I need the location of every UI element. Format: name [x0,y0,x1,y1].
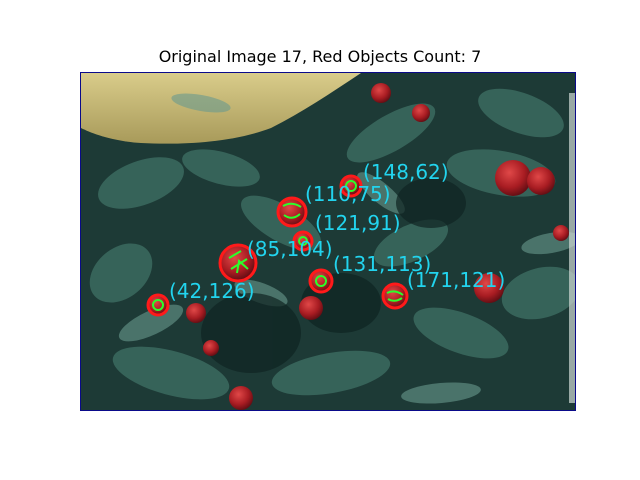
detection-contour [386,290,404,302]
detection-circle [339,174,363,198]
detection-contour [298,236,308,246]
detection-circle [146,293,170,317]
image-frame: (148,62) (110,75) (121,91) (85,104) (131… [80,72,576,411]
detection-label: (148,62) [363,160,449,184]
detection-label: (131,113) [333,252,431,276]
detection-circle [292,230,314,252]
detection-contour [282,202,302,219]
detection-circle [276,196,308,228]
detection-overlay: (148,62) (110,75) (121,91) (85,104) (131… [146,160,505,317]
detection-label: (171,121) [407,268,505,292]
detection-label: (42,126) [169,279,255,303]
figure-title: Original Image 17, Red Objects Count: 7 [158,47,482,66]
detection-circle [381,282,409,310]
detection-label: (110,75) [305,182,391,206]
detection-contour [228,250,249,274]
detection-circle [218,243,258,283]
detection-label: (121,91) [315,211,401,235]
detection-circle [308,268,334,294]
detection-contour [152,299,164,311]
detection-contour [315,275,327,287]
detection-contour [345,180,357,192]
orchard-photo [81,73,575,410]
detection-label: (85,104) [247,237,333,261]
